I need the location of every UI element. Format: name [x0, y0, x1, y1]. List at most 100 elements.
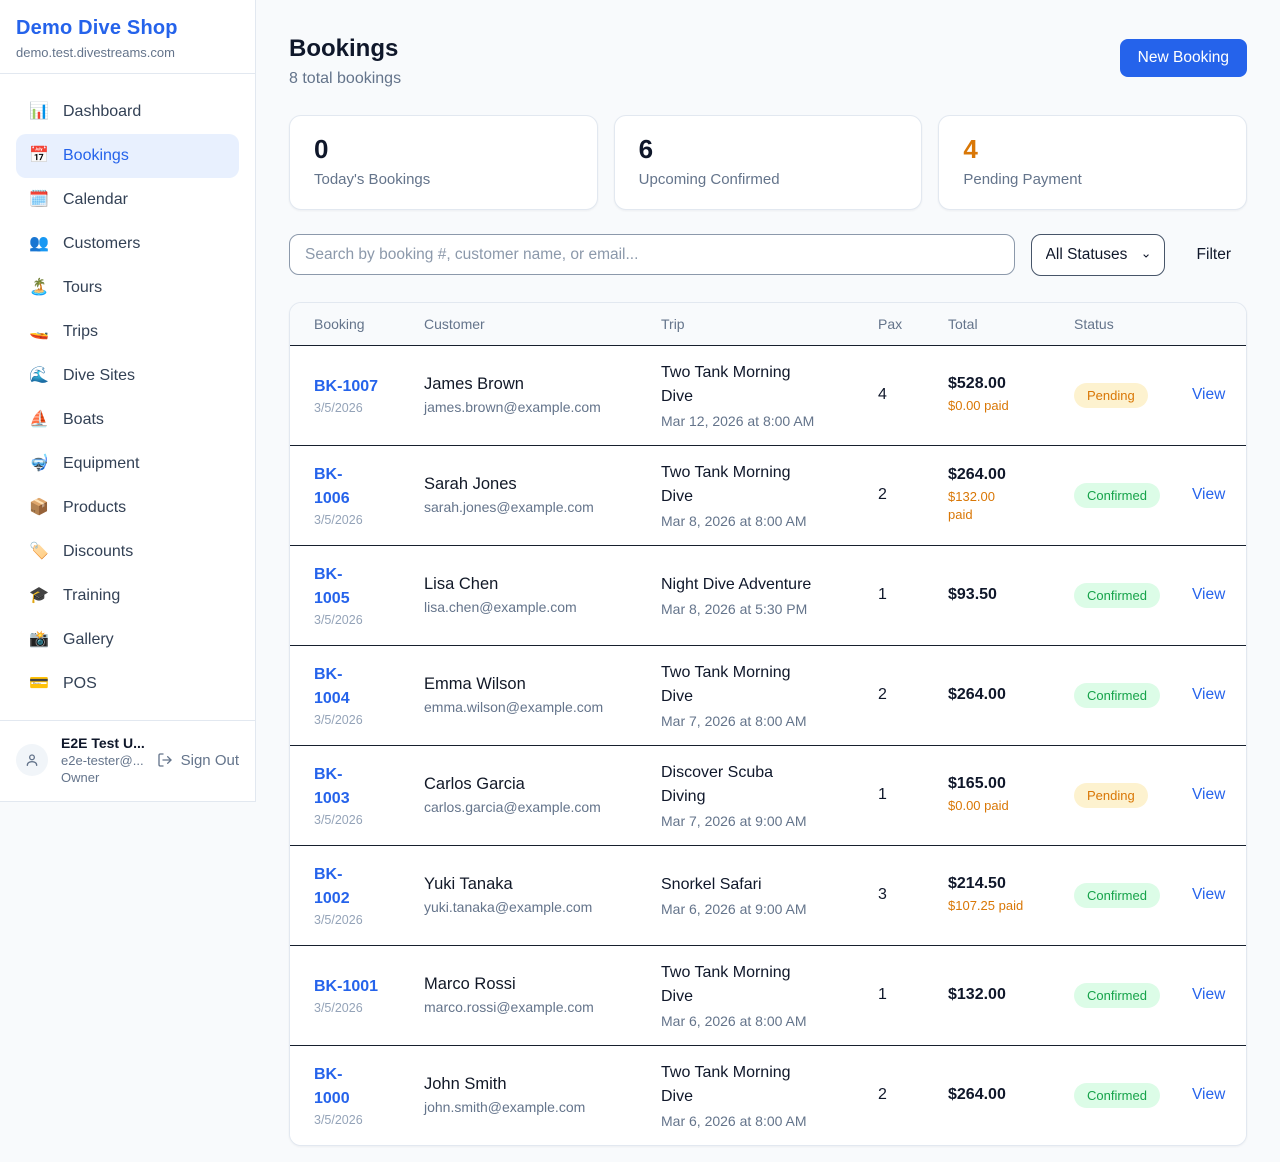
booking-id-link[interactable]: BK- 1003: [314, 766, 350, 807]
pax-cell: 1: [878, 586, 887, 604]
action-cell: View: [1192, 586, 1225, 604]
new-booking-button[interactable]: New Booking: [1119, 39, 1247, 77]
sidebar-item-training[interactable]: 🎓 Training: [16, 574, 239, 618]
table-row: BK- 1005 3/5/2026 Lisa Chen lisa.chen@ex…: [290, 544, 1246, 645]
booking-id-link[interactable]: BK-1007: [314, 378, 379, 395]
booking-id-link[interactable]: BK- 1004: [314, 666, 350, 707]
sidebar-item-calendar[interactable]: 🗓️ Calendar: [16, 178, 239, 222]
sidebar-nav: 📊 Dashboard 📅 Bookings 🗓️ Calendar 👥 Cus…: [0, 74, 255, 720]
total-cell: $264.00: [948, 1086, 1074, 1104]
stat-value: 4: [963, 134, 978, 164]
stat-value: 6: [638, 134, 654, 164]
sidebar-item-boats[interactable]: ⛵ Boats: [16, 398, 239, 442]
trip-time: Mar 7, 2026 at 9:00 AM: [661, 813, 807, 830]
booking-cell: BK- 1005 3/5/2026: [314, 563, 424, 626]
user-email: e2e-tester@...: [61, 753, 144, 768]
customer-cell: Carlos Garcia carlos.garcia@example.com: [424, 775, 661, 815]
status-filter-select[interactable]: All Statuses: [1030, 233, 1165, 276]
sign-out-button[interactable]: Sign Out: [157, 752, 239, 769]
total-cell: $528.00 $0.00 paid: [948, 375, 1074, 415]
action-cell: View: [1192, 686, 1225, 704]
sidebar-item-gallery[interactable]: 📸 Gallery: [16, 618, 239, 662]
table-header-row: Booking Customer Trip Pax Total Status: [290, 302, 1246, 345]
person-icon: [26, 754, 38, 766]
action-cell: View: [1192, 986, 1225, 1004]
total-amount: $93.50: [948, 586, 997, 604]
action-cell: View: [1192, 886, 1225, 904]
customer-cell: Lisa Chen lisa.chen@example.com: [424, 575, 661, 615]
booking-cell: BK- 1006 3/5/2026: [314, 463, 424, 526]
column-header-total: Total: [948, 315, 978, 332]
paid-amount: $0.00 paid: [948, 398, 1009, 413]
view-link[interactable]: View: [1192, 386, 1226, 404]
customer-email: emma.wilson@example.com: [424, 699, 604, 716]
booking-id-link[interactable]: BK-1001: [314, 978, 379, 995]
total-amount: $264.00: [948, 1086, 1006, 1104]
view-link[interactable]: View: [1192, 486, 1226, 504]
sidebar-item-label: Tours: [63, 279, 103, 296]
booking-id-link[interactable]: BK- 1002: [314, 866, 350, 907]
customer-name: Marco Rossi: [424, 975, 516, 994]
sidebar-item-customers[interactable]: 👥 Customers: [16, 222, 239, 266]
search-input[interactable]: [289, 234, 1015, 276]
customer-email: john.smith@example.com: [424, 1099, 586, 1116]
diving-mask-icon: 🤿: [29, 455, 49, 472]
sidebar-item-discounts[interactable]: 🏷️ Discounts: [16, 530, 239, 574]
view-link[interactable]: View: [1192, 686, 1226, 704]
sidebar-item-equipment[interactable]: 🤿 Equipment: [16, 442, 239, 486]
stats-row: 0 Today's Bookings 6 Upcoming Confirmed …: [289, 115, 1248, 210]
sidebar-item-dashboard[interactable]: 📊 Dashboard: [16, 90, 239, 134]
filter-button[interactable]: Filter: [1181, 246, 1247, 264]
sidebar-item-label: Calendar: [63, 191, 128, 208]
sidebar-item-tours[interactable]: 🏝️ Tours: [16, 266, 239, 310]
total-cell: $214.50 $107.25 paid: [948, 875, 1074, 915]
total-amount: $264.00: [948, 686, 1006, 704]
pax-cell: 1: [878, 986, 887, 1004]
sidebar-item-dive-sites[interactable]: 🌊 Dive Sites: [16, 354, 239, 398]
sidebar: Demo Dive Shop demo.test.divestreams.com…: [0, 0, 256, 802]
total-amount: $264.00: [948, 465, 1006, 483]
booking-cell: BK- 1003 3/5/2026: [314, 763, 424, 826]
trip-cell: Two Tank Morning Dive Mar 12, 2026 at 8:…: [661, 361, 878, 429]
pax-cell: 4: [878, 386, 887, 404]
trip-name: Two Tank Morning Dive: [661, 664, 791, 706]
view-link[interactable]: View: [1192, 786, 1226, 804]
view-link[interactable]: View: [1192, 986, 1226, 1004]
trip-cell: Two Tank Morning Dive Mar 7, 2026 at 8:0…: [661, 661, 878, 729]
sidebar-item-trips[interactable]: 🚤 Trips: [16, 310, 239, 354]
view-link[interactable]: View: [1192, 1086, 1226, 1104]
sidebar-item-products[interactable]: 📦 Products: [16, 486, 239, 530]
status-cell: Confirmed: [1074, 682, 1192, 708]
customer-name: Sarah Jones: [424, 475, 517, 494]
view-link[interactable]: View: [1192, 586, 1226, 604]
brand-name: Demo Dive Shop: [16, 17, 178, 39]
wave-icon: 🌊: [29, 367, 49, 384]
customer-name: James Brown: [424, 375, 524, 394]
credit-card-icon: 💳: [29, 675, 49, 692]
user-role: Owner: [61, 770, 100, 785]
user-info: E2E Test U... e2e-tester@... Owner: [61, 735, 153, 785]
sidebar-item-label: Customers: [63, 235, 141, 252]
customer-name: Emma Wilson: [424, 675, 526, 694]
speedboat-icon: 🚤: [29, 323, 49, 340]
stat-label: Pending Payment: [963, 170, 1082, 188]
sidebar-item-pos[interactable]: 💳 POS: [16, 662, 239, 706]
label-tag-icon: 🏷️: [29, 543, 49, 560]
sidebar-item-bookings[interactable]: 📅 Bookings: [16, 134, 239, 178]
view-link[interactable]: View: [1192, 886, 1226, 904]
trip-name: Two Tank Morning Dive: [661, 364, 791, 406]
trip-time: Mar 6, 2026 at 8:00 AM: [661, 1013, 807, 1030]
pax-cell: 2: [878, 1086, 887, 1104]
booking-date: 3/5/2026: [314, 712, 363, 727]
bar-chart-icon: 📊: [29, 103, 49, 120]
action-cell: View: [1192, 386, 1225, 404]
total-cell: $264.00: [948, 686, 1074, 704]
total-cell: $93.50: [948, 586, 1074, 604]
customer-name: Lisa Chen: [424, 575, 499, 594]
column-header-booking: Booking: [314, 315, 365, 332]
booking-id-link[interactable]: BK- 1006: [314, 466, 350, 507]
booking-id-link[interactable]: BK- 1005: [314, 566, 350, 607]
trip-cell: Two Tank Morning Dive Mar 6, 2026 at 8:0…: [661, 961, 878, 1029]
booking-id-link[interactable]: BK- 1000: [314, 1066, 350, 1107]
status-cell: Confirmed: [1074, 482, 1192, 508]
